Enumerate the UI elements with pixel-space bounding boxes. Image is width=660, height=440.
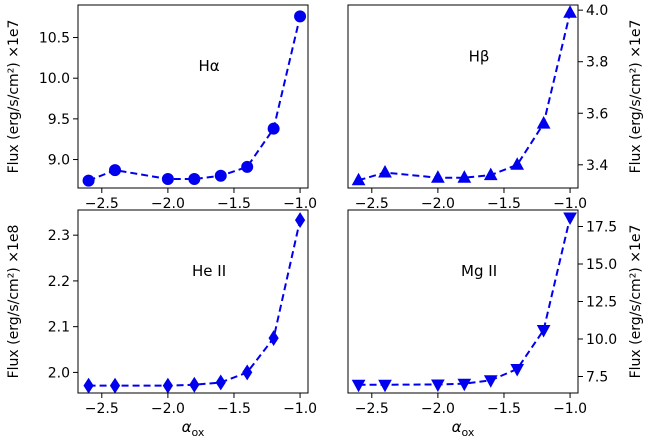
data-point	[431, 379, 445, 392]
y-axis-label: Flux (erg/s/cm²) ×1e7	[628, 20, 644, 174]
data-point	[378, 379, 392, 393]
panel-label: He II	[192, 262, 226, 280]
y-tick-label: 7.5	[586, 370, 608, 386]
plot-frame	[347, 209, 579, 394]
y-tick-label: 2.1	[48, 320, 70, 336]
x-tick-label: −1.5	[487, 401, 521, 417]
data-point	[83, 377, 94, 394]
x-tick-label: −2.5	[355, 196, 389, 212]
panel-label: Hβ	[469, 48, 490, 66]
y-tick-label: 4.0	[586, 3, 608, 19]
series-line	[358, 217, 572, 386]
data-point	[82, 174, 95, 187]
data-point	[563, 5, 577, 18]
x-tick-label: −2.0	[151, 401, 185, 417]
data-point	[457, 378, 472, 392]
x-tick-label: −1.5	[217, 196, 251, 212]
x-tick-label: −1.0	[283, 196, 317, 212]
x-axis-label: αox	[452, 418, 475, 439]
x-tick-label: −2.0	[421, 401, 455, 417]
y-axis-label: Flux (erg/s/cm²) ×1e7	[628, 225, 644, 379]
panel-he-ii: −2.5 −2.0 −1.5 −1.0 2.0 2.1 2.2 2.3 He II Flux (e…	[6, 209, 317, 439]
plot-frame	[347, 4, 579, 189]
series-line	[88, 16, 302, 182]
data-point	[378, 164, 392, 178]
y-tick-label: 2.3	[48, 228, 70, 244]
data-point	[457, 170, 472, 183]
data-point	[109, 164, 122, 177]
data-point	[294, 10, 307, 23]
data-point	[483, 167, 498, 181]
data-point	[267, 122, 280, 135]
x-tick-label: −1.0	[553, 196, 587, 212]
series-line	[358, 12, 572, 182]
y-tick-label: 10.0	[586, 332, 617, 348]
series-line	[88, 219, 302, 387]
data-point	[109, 377, 121, 394]
x-tick-label: −2.0	[421, 196, 455, 212]
y-axis-label: Flux (erg/s/cm²) ×1e7	[6, 20, 22, 174]
data-point	[268, 330, 279, 347]
data-point	[188, 173, 201, 186]
data-point	[161, 173, 174, 186]
data-point	[162, 377, 173, 394]
data-point	[483, 375, 498, 388]
y-tick-label: 12.5	[586, 295, 617, 311]
x-tick-label: −2.0	[151, 196, 185, 212]
x-tick-label: −1.5	[217, 401, 251, 417]
panel-h-alpha: −2.5 −2.0 −1.5 −1.0 9.0 9.5 10.0 10.5 Hα Flux (er…	[6, 4, 317, 212]
y-tick-label: 10.0	[39, 71, 70, 87]
y-axis-label: Flux (erg/s/cm²) ×1e8	[6, 225, 22, 379]
x-tick-label: −2.5	[85, 401, 119, 417]
x-axis-label: αox	[182, 418, 205, 439]
data-point	[241, 160, 254, 173]
x-tick-label: −1.5	[487, 196, 521, 212]
x-tick-label: −2.5	[85, 196, 119, 212]
data-point	[351, 379, 366, 393]
data-point	[242, 364, 253, 381]
panel-label: Hα	[199, 57, 220, 75]
y-tick-label: 10.5	[39, 31, 70, 47]
plot-frame	[77, 4, 309, 189]
data-point	[510, 364, 525, 377]
data-point	[563, 212, 577, 226]
panel-mg-ii: −2.5 −2.0 −1.5 −1.0 7.5 10.0 12.5 15.0 17.5 Mg II…	[347, 209, 644, 439]
data-point	[351, 172, 366, 186]
y-tick-label: 2.0	[48, 365, 70, 381]
y-tick-label: 3.8	[586, 55, 608, 71]
plot-frame	[77, 209, 309, 394]
data-point	[536, 325, 551, 338]
data-point	[294, 212, 306, 228]
data-point	[189, 376, 200, 393]
panel-h-beta: −2.5 −2.0 −1.5 −1.0 3.4 3.6 3.8 4.0 Hβ Flux (erg/…	[347, 3, 644, 212]
y-tick-label: 17.5	[586, 220, 617, 236]
y-tick-label: 3.6	[586, 106, 608, 122]
y-tick-label: 9.0	[48, 153, 70, 169]
data-point	[536, 116, 551, 129]
panel-label: Mg II	[461, 262, 497, 280]
data-point	[431, 170, 445, 183]
data-point	[510, 157, 525, 170]
x-tick-label: −1.0	[553, 401, 587, 417]
data-point	[215, 374, 226, 391]
y-tick-label: 15.0	[586, 257, 617, 273]
x-tick-label: −2.5	[355, 401, 389, 417]
y-tick-label: 2.2	[48, 274, 70, 290]
y-tick-label: 3.4	[586, 158, 608, 174]
y-tick-label: 9.5	[48, 112, 70, 128]
x-tick-label: −1.0	[283, 401, 317, 417]
data-point	[214, 169, 227, 182]
